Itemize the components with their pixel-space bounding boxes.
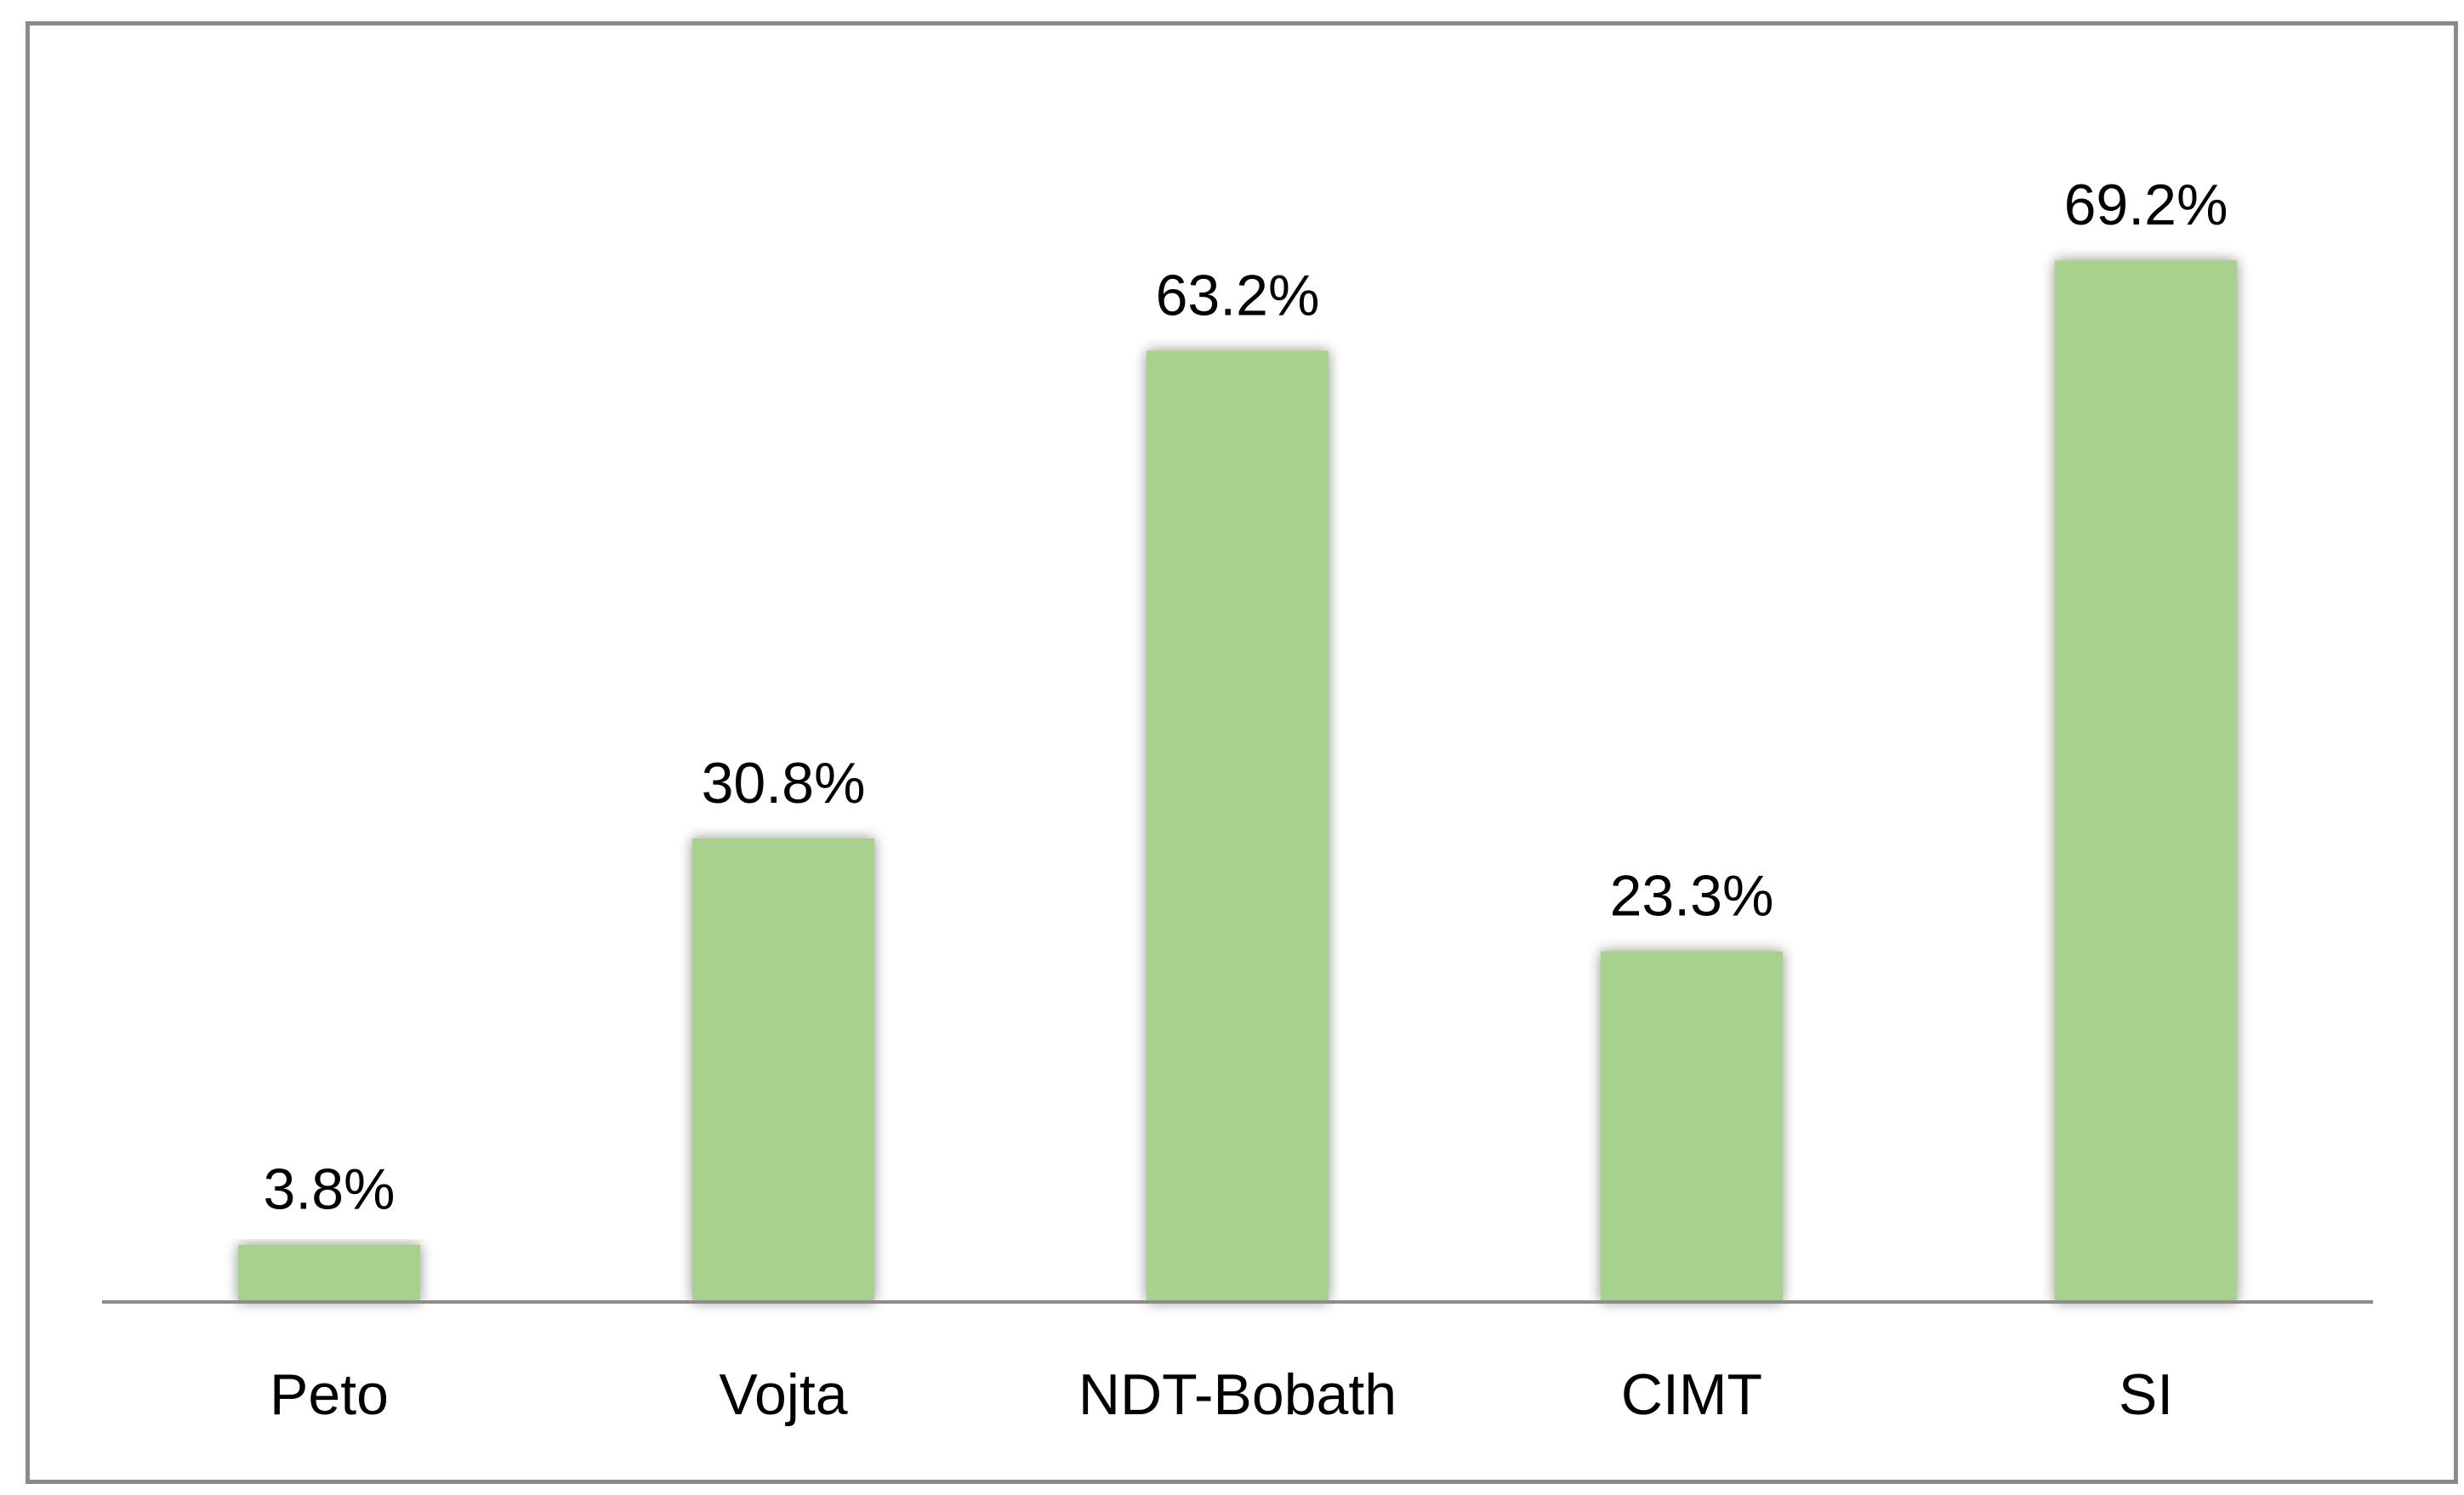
x-tick-label: CIMT xyxy=(1621,1362,1762,1427)
data-label: 30.8% xyxy=(702,751,866,816)
x-tick-label: SI xyxy=(2119,1362,2173,1427)
x-tick-label: NDT-Bobath xyxy=(1078,1362,1397,1427)
bar-si xyxy=(2055,260,2237,1302)
bar-ndt-bobath xyxy=(1147,350,1329,1302)
bar-vojta xyxy=(692,838,874,1302)
labels-layer: 3.8% Peto 30.8% Vojta 63.2% NDT-Bobath 23.3% CI… xyxy=(264,173,2228,1427)
bars-layer xyxy=(238,260,2237,1302)
data-label: 69.2% xyxy=(2064,173,2228,237)
bar-cimt xyxy=(1601,951,1783,1302)
x-tick-label: Vojta xyxy=(719,1362,847,1427)
data-label: 3.8% xyxy=(264,1157,395,1222)
x-tick-label: Peto xyxy=(270,1362,389,1427)
bar-peto xyxy=(238,1244,420,1302)
data-label: 63.2% xyxy=(1156,263,1320,327)
data-label: 23.3% xyxy=(1610,864,1774,929)
